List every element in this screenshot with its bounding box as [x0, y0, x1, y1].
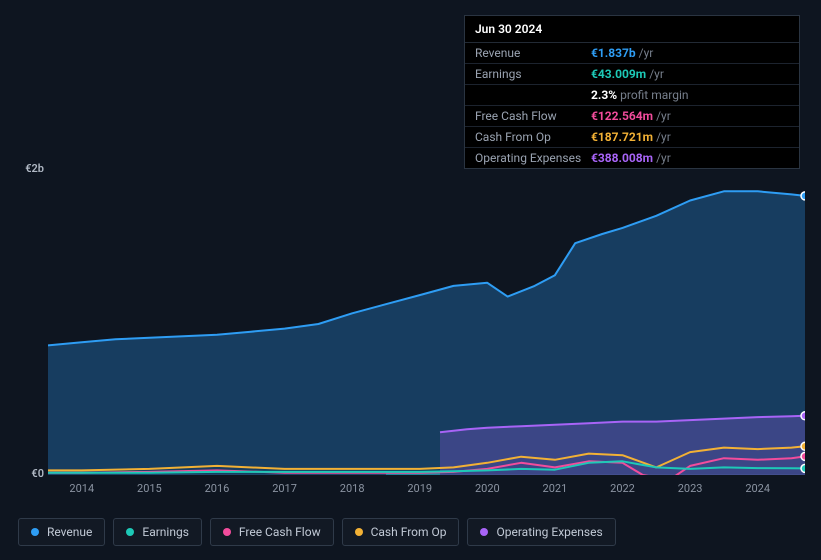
x-axis-label: 2023	[678, 482, 703, 495]
tooltip-rows: Revenue€1.837b/yrEarnings€43.009m/yr2.3%…	[465, 43, 799, 168]
x-axis-label: 2024	[745, 482, 770, 495]
financials-chart: Jun 30 2024 Revenue€1.837b/yrEarnings€43…	[18, 0, 813, 510]
chart-tooltip: Jun 30 2024 Revenue€1.837b/yrEarnings€43…	[464, 15, 800, 169]
y-axis-label: €2b	[18, 162, 44, 175]
x-axis-label: 2019	[407, 482, 432, 495]
legend-dot	[223, 528, 231, 536]
tooltip-row-unit: /yr	[639, 46, 654, 60]
legend-dot	[31, 528, 39, 536]
tooltip-row: 2.3%profit margin	[465, 85, 799, 106]
tooltip-row-unit: /yr	[649, 67, 664, 81]
legend-dot	[126, 528, 134, 536]
tooltip-row-unit: /yr	[656, 130, 671, 144]
legend-item-cash-from-op[interactable]: Cash From Op	[342, 518, 460, 546]
chart-legend: Revenue Earnings Free Cash Flow Cash From O…	[18, 518, 616, 546]
legend-item-free-cash-flow[interactable]: Free Cash Flow	[210, 518, 334, 546]
tooltip-row-value: €1.837b	[591, 46, 636, 60]
tooltip-row: Earnings€43.009m/yr	[465, 64, 799, 85]
tooltip-row-value: 2.3%	[591, 88, 617, 102]
legend-label: Operating Expenses	[496, 525, 602, 539]
x-axis-label: 2020	[475, 482, 500, 495]
tooltip-row-unit: /yr	[656, 109, 671, 123]
tooltip-row-value: €388.008m	[591, 151, 653, 165]
tooltip-row: Free Cash Flow€122.564m/yr	[465, 106, 799, 127]
x-axis-label: 2015	[137, 482, 162, 495]
legend-label: Revenue	[47, 525, 92, 539]
tooltip-row-label: Revenue	[475, 46, 591, 60]
y-axis-label: €0	[18, 467, 44, 480]
x-axis-label: 2021	[543, 482, 568, 495]
tooltip-row-label: Cash From Op	[475, 130, 591, 144]
legend-item-operating-expenses[interactable]: Operating Expenses	[467, 518, 615, 546]
tooltip-row: Revenue€1.837b/yr	[465, 43, 799, 64]
legend-label: Free Cash Flow	[239, 525, 321, 539]
tooltip-row-value: €187.721m	[591, 130, 653, 144]
tooltip-row-label: Free Cash Flow	[475, 109, 591, 123]
tooltip-row-value: €122.564m	[591, 109, 653, 123]
tooltip-row-value: €43.009m	[591, 67, 646, 81]
tooltip-row-unit: profit margin	[620, 88, 688, 102]
legend-label: Earnings	[142, 525, 189, 539]
x-axis-label: 2017	[272, 482, 297, 495]
x-axis-label: 2016	[205, 482, 230, 495]
tooltip-row: Cash From Op€187.721m/yr	[465, 127, 799, 148]
x-axis: 2014 2015 2016 2017 2018 2019 2020 2021 2022 2023…	[48, 480, 805, 500]
x-axis-label: 2014	[69, 482, 94, 495]
legend-item-revenue[interactable]: Revenue	[18, 518, 105, 546]
legend-dot	[480, 528, 488, 536]
tooltip-date: Jun 30 2024	[465, 16, 799, 43]
x-axis-label: 2018	[340, 482, 365, 495]
tooltip-row-unit: /yr	[656, 151, 671, 165]
legend-item-earnings[interactable]: Earnings	[113, 518, 202, 546]
x-axis-label: 2022	[610, 482, 635, 495]
plot-area[interactable]	[48, 170, 805, 475]
tooltip-row: Operating Expenses€388.008m/yr	[465, 148, 799, 168]
legend-dot	[355, 528, 363, 536]
legend-label: Cash From Op	[371, 525, 447, 539]
tooltip-row-label: Earnings	[475, 67, 591, 81]
tooltip-row-label: Operating Expenses	[475, 151, 591, 165]
